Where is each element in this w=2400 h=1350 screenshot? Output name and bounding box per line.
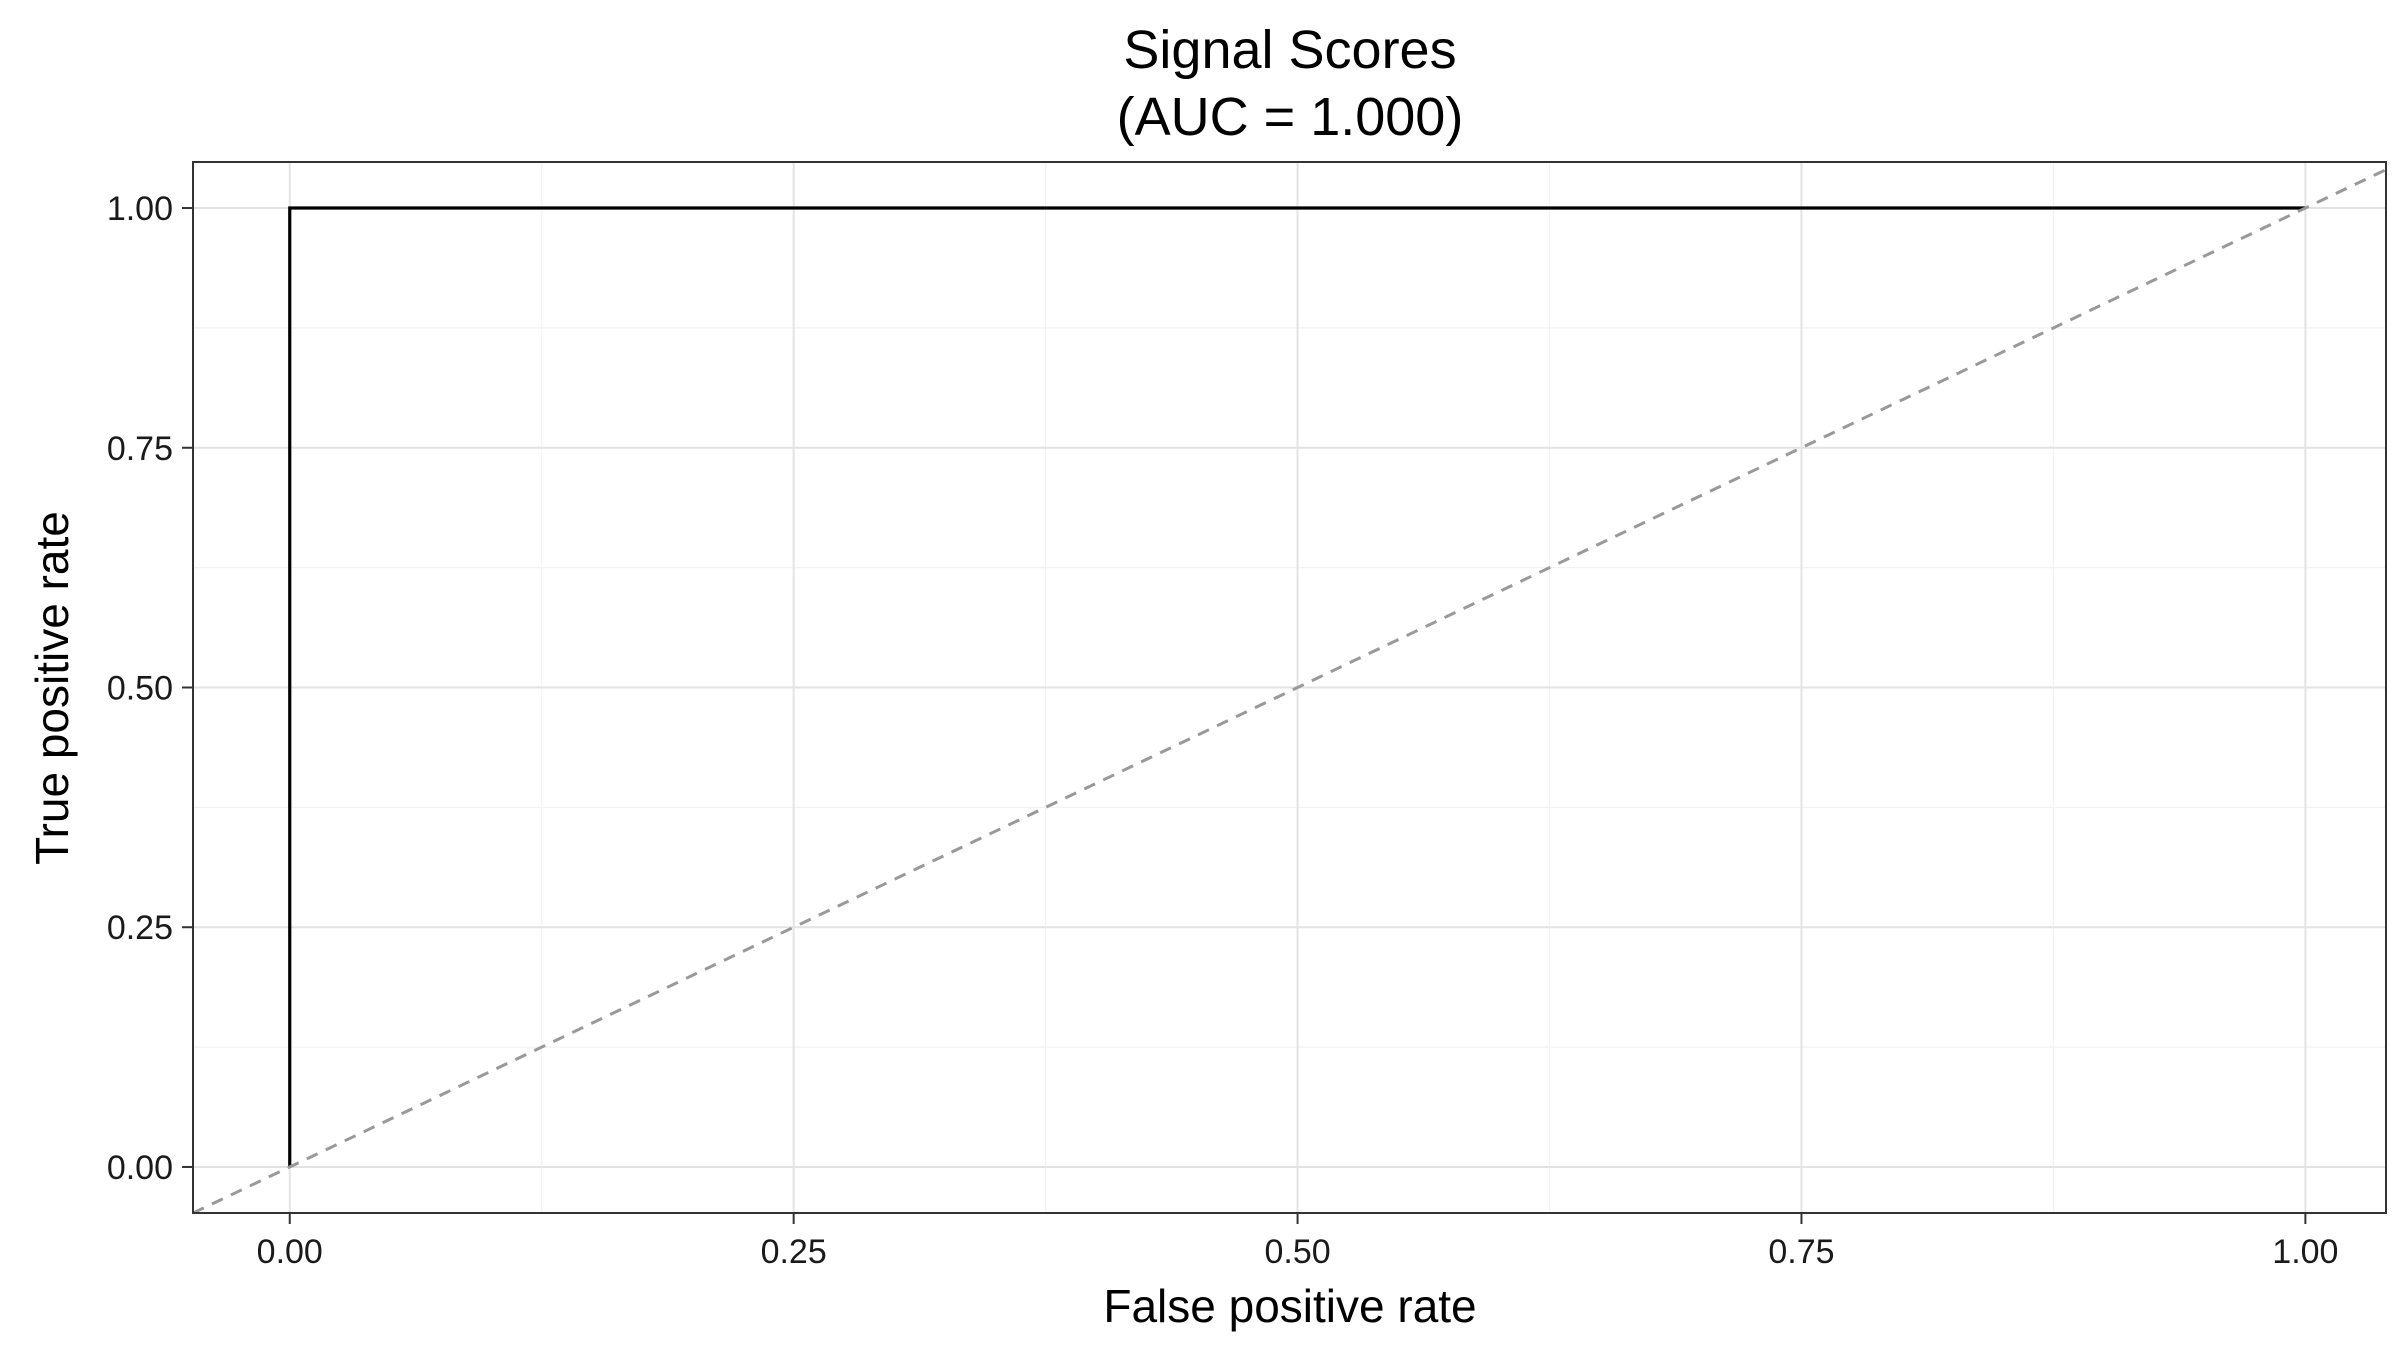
chart-title: Signal Scores — [1123, 20, 1456, 80]
ticks-layer: 0.00 0.25 0.50 0.75 1.00 0.00 0.25 0.50 0.75 1.00 — [107, 190, 2339, 1271]
roc-curve-line — [288, 206, 2306, 1167]
chart-subtitle: (AUC = 1.000) — [1117, 87, 1464, 147]
x-tick-label: 1.00 — [2272, 1233, 2338, 1271]
x-tick-label: 0.00 — [257, 1233, 323, 1271]
series-layer — [193, 168, 2386, 1213]
y-tick-label: 0.00 — [107, 1149, 173, 1187]
x-tick-label: 0.25 — [761, 1233, 827, 1271]
x-tick-label: 0.75 — [1768, 1233, 1834, 1271]
x-axis-label: False positive rate — [1103, 1280, 1476, 1332]
y-tick-label: 0.50 — [107, 670, 173, 708]
y-tick-label: 1.00 — [107, 190, 173, 228]
y-tick-label: 0.25 — [107, 909, 173, 947]
chance-diagonal-line — [193, 168, 2386, 1213]
y-axis-label: True positive rate — [26, 511, 78, 865]
y-tick-label: 0.75 — [107, 430, 173, 468]
x-tick-label: 0.50 — [1264, 1233, 1330, 1271]
